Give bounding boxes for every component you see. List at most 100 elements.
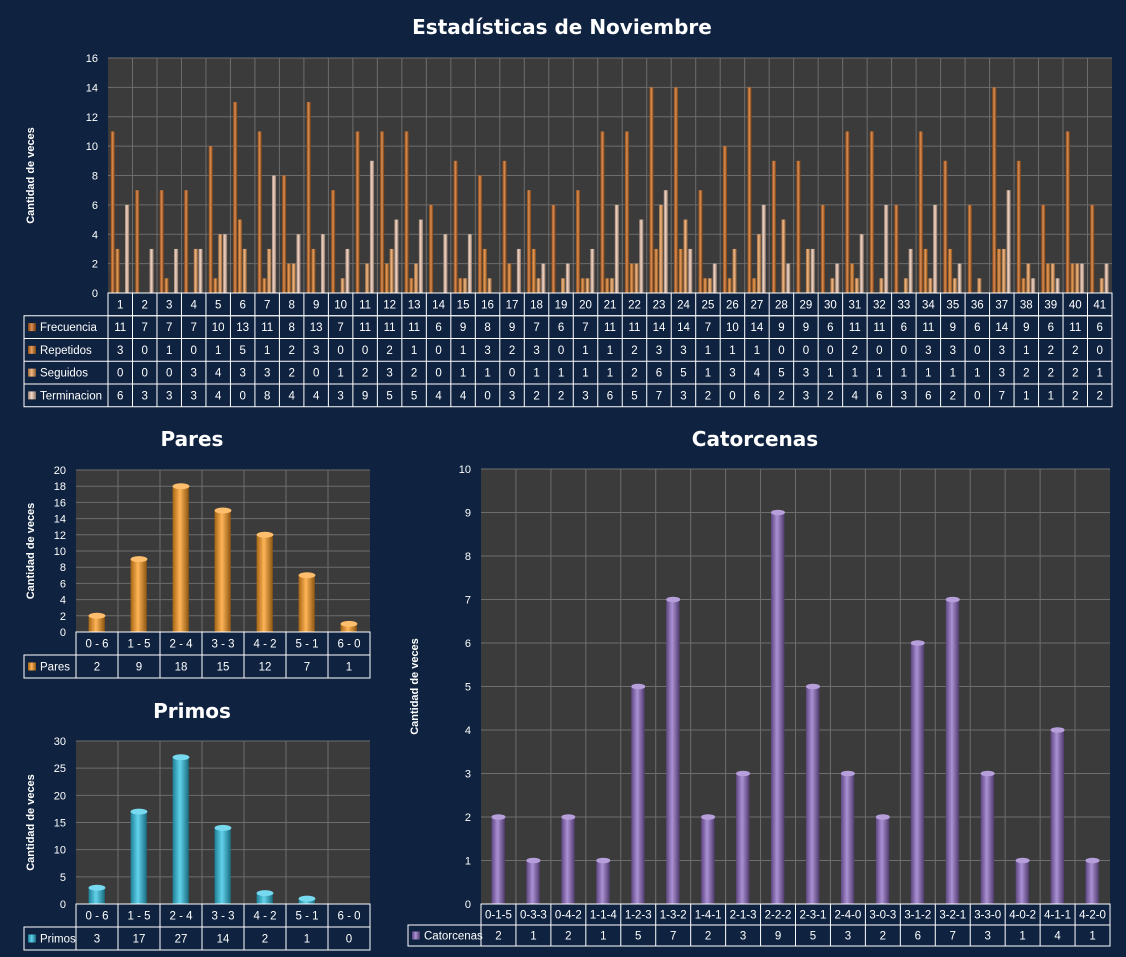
category-label: 12 — [383, 299, 396, 311]
data-value-label: 0 — [974, 390, 980, 402]
y-axis-label: Cantidad de veces — [25, 774, 37, 871]
bar-top-cap — [172, 483, 190, 490]
bar-top-cap — [631, 683, 646, 690]
data-value-label: 1 — [304, 934, 310, 946]
legend-label: Pares — [40, 662, 70, 674]
data-value-label: 6 — [1048, 322, 1054, 334]
data-value-label: 1 — [705, 368, 711, 380]
y-tick-label: 12 — [86, 112, 98, 124]
data-value-label: 7 — [191, 322, 197, 334]
data-value-label: 6 — [607, 390, 613, 402]
y-tick-label: 10 — [54, 845, 66, 857]
bar-terminacion — [369, 160, 375, 293]
data-value-label: 9 — [136, 662, 142, 674]
category-label: 5 - 1 — [295, 639, 318, 651]
bar-terminacion — [835, 263, 840, 293]
bar-terminacion — [859, 234, 864, 293]
category-label: 27 — [751, 299, 764, 311]
bar-frecuencia — [306, 102, 311, 293]
data-value-label: 1 — [166, 345, 172, 357]
data-value-label: 18 — [175, 662, 188, 674]
category-label: 22 — [628, 299, 641, 311]
bar-primos — [172, 757, 189, 904]
data-value-label: 3 — [984, 931, 990, 943]
data-value-label: 3 — [999, 368, 1005, 380]
bar-terminacion — [125, 204, 130, 293]
bar-seguidos — [928, 278, 933, 293]
bar-top-cap — [256, 531, 274, 538]
data-value-label: 6 — [901, 322, 907, 334]
data-value-label: 2 — [705, 390, 711, 402]
bar-catorcenas — [875, 817, 890, 904]
bar-seguidos — [610, 278, 615, 293]
data-value-label: 7 — [142, 322, 148, 334]
bar-catorcenas — [1085, 860, 1099, 904]
data-value-label: 9 — [803, 322, 809, 334]
bar-catorcenas — [561, 817, 575, 904]
data-value-label: 1 — [533, 368, 539, 380]
category-label: 41 — [1093, 299, 1106, 311]
data-value-label: 11 — [922, 322, 934, 334]
data-value-label: 2 — [705, 931, 711, 943]
category-label: 4-1-1 — [1044, 910, 1071, 922]
data-value-label: 2 — [288, 368, 294, 380]
data-value-label: 11 — [408, 322, 420, 334]
bar-seguidos — [291, 263, 296, 293]
bar-top-cap — [805, 683, 820, 690]
legend-swatch — [28, 391, 36, 400]
data-value-label: 5 — [386, 390, 392, 402]
data-value-label: 1 — [1019, 931, 1025, 943]
data-value-label: 1 — [600, 931, 606, 943]
category-label: 30 — [824, 299, 837, 311]
bar-catorcenas — [840, 773, 855, 904]
y-axis-label: Cantidad de veces — [25, 127, 37, 224]
bar-terminacion — [149, 248, 154, 293]
data-value-label: 1 — [1097, 368, 1103, 380]
category-label: 0 - 6 — [85, 639, 108, 651]
data-value-label: 6 — [974, 322, 980, 334]
y-tick-label: 10 — [459, 464, 471, 476]
data-value-label: 0 — [974, 345, 980, 357]
bar-catorcenas — [736, 773, 750, 904]
y-tick-label: 5 — [60, 872, 66, 884]
bar-frecuencia — [331, 190, 336, 293]
bar-terminacion — [786, 263, 791, 293]
category-label: 21 — [604, 299, 617, 311]
data-value-label: 2 — [1048, 368, 1054, 380]
bar-catorcenas — [701, 817, 715, 904]
bar-terminacion — [1080, 263, 1085, 293]
bar-repetidos — [164, 278, 169, 293]
legend-label: Primos — [40, 934, 76, 946]
category-label: 37 — [995, 299, 1008, 311]
chart-noviembre: Estadísticas de Noviembre Cantidad de vec… — [23, 15, 1113, 408]
bar-terminacion — [614, 204, 619, 293]
bar-seguidos — [634, 263, 639, 293]
category-label: 23 — [653, 299, 666, 311]
data-value-label: 7 — [533, 322, 539, 334]
bar-seguidos — [854, 278, 860, 293]
category-label: 2-4-0 — [834, 910, 861, 922]
bar-top-cap — [130, 556, 148, 563]
category-label: 10 — [334, 299, 347, 311]
category-label: 3-3-0 — [974, 910, 1001, 922]
bar-frecuencia — [600, 131, 605, 293]
bar-repetidos — [923, 248, 928, 293]
category-label: 36 — [971, 299, 984, 311]
legend-swatch — [28, 934, 36, 943]
bar-terminacion — [957, 263, 962, 293]
data-value-label: 2 — [288, 345, 294, 357]
category-label: 5 - 1 — [295, 911, 318, 923]
bar-seguidos — [707, 278, 713, 293]
data-value-label: 3 — [191, 390, 197, 402]
data-value-label: 6 — [435, 322, 441, 334]
category-label: 11 — [359, 299, 371, 311]
legend-swatch — [412, 931, 420, 940]
bar-frecuencia — [575, 190, 581, 293]
category-label: 2-3-1 — [800, 910, 827, 922]
data-value-label: 27 — [175, 934, 188, 946]
bar-top-cap — [172, 754, 190, 761]
bar-repetidos — [237, 219, 243, 293]
bar-repetidos — [850, 263, 855, 293]
category-label: 29 — [800, 299, 813, 311]
